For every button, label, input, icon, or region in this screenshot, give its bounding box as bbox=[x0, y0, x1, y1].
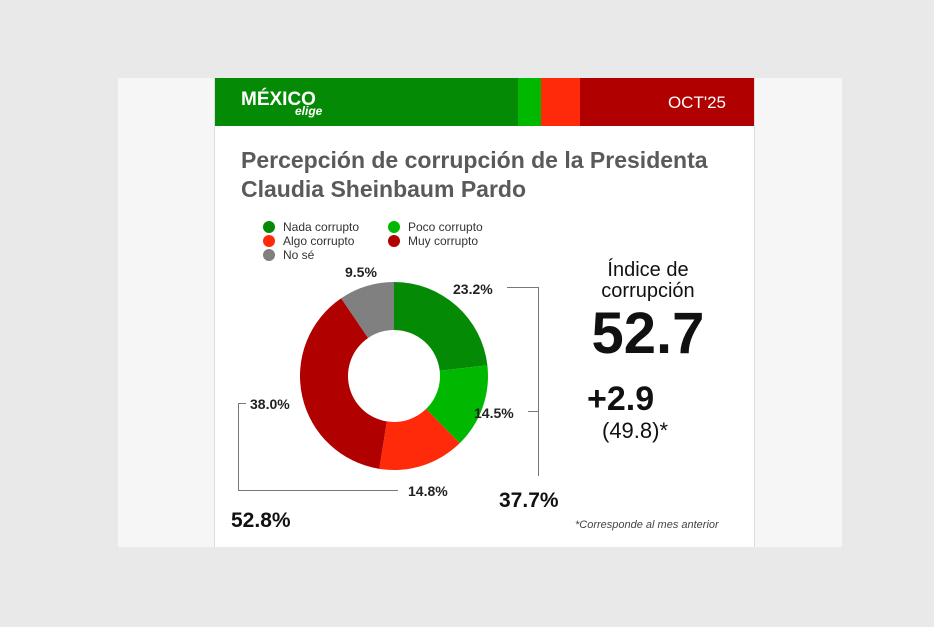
page-title: Percepción de corrupción de la President… bbox=[241, 147, 708, 202]
index-label: Índice de corrupción bbox=[601, 259, 695, 302]
legend-item: No sé bbox=[263, 248, 314, 262]
legend-swatch bbox=[388, 221, 400, 233]
bracket-line bbox=[528, 411, 538, 412]
data-label-poco: 14.5% bbox=[474, 405, 514, 421]
legend-swatch bbox=[388, 235, 400, 247]
bracket-line bbox=[238, 403, 239, 491]
data-label-nose: 9.5% bbox=[345, 264, 377, 280]
donut-slice-nose bbox=[341, 282, 394, 338]
legend-swatch bbox=[263, 249, 275, 261]
index-value: 52.7 bbox=[591, 301, 705, 366]
date-label: OCT'25 bbox=[667, 93, 726, 112]
infographic-card: MÉXICO elige OCT'25 Percepción de corrupc… bbox=[214, 78, 755, 547]
legend-item: Muy corrupto bbox=[388, 234, 478, 248]
donut-slice-nada bbox=[394, 282, 488, 371]
band-red bbox=[541, 78, 580, 126]
bracket-line bbox=[238, 403, 246, 404]
legend-item: Nada corrupto bbox=[263, 220, 359, 234]
index-delta: +2.9 bbox=[587, 380, 655, 418]
donut-chart bbox=[299, 282, 488, 470]
legend-swatch bbox=[263, 221, 275, 233]
legend-item: Poco corrupto bbox=[388, 220, 483, 234]
bracket-line bbox=[507, 287, 539, 288]
data-label-muy: 38.0% bbox=[250, 396, 290, 412]
legend-item: Algo corrupto bbox=[263, 234, 354, 248]
band-dark-red bbox=[580, 78, 754, 126]
footnote: *Corresponde al mes anterior bbox=[575, 519, 719, 531]
donut-slice-poco bbox=[426, 365, 488, 444]
legend-swatch bbox=[263, 235, 275, 247]
data-label-nada: 23.2% bbox=[453, 281, 493, 297]
donut-slice-algo bbox=[379, 408, 460, 470]
positive-total: 37.7% bbox=[499, 489, 559, 512]
bracket-line bbox=[238, 490, 398, 491]
index-previous: (49.8)* bbox=[602, 418, 669, 443]
bracket-line bbox=[538, 287, 539, 476]
band-light-green bbox=[518, 78, 541, 126]
donut-slice-muy bbox=[299, 298, 387, 469]
data-label-algo: 14.8% bbox=[408, 483, 448, 499]
logo: MÉXICO elige bbox=[241, 89, 323, 118]
negative-total: 52.8% bbox=[231, 509, 291, 532]
header-bar: MÉXICO elige OCT'25 bbox=[215, 78, 754, 126]
